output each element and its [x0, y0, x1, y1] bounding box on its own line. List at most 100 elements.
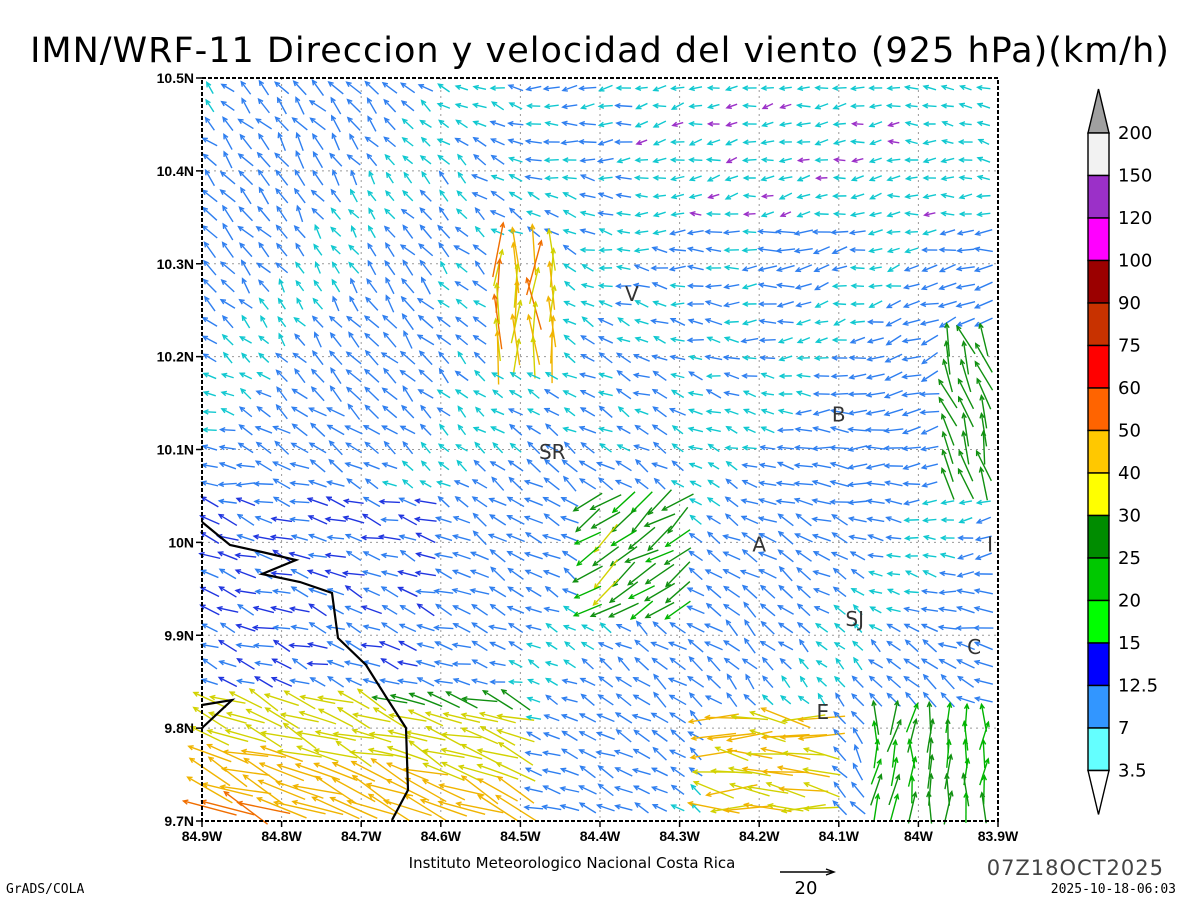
- wind-vector: [507, 84, 524, 92]
- wind-vector: [761, 694, 774, 706]
- wind-vector: [457, 171, 467, 184]
- wind-vector: [644, 549, 674, 563]
- wind-vector: [295, 279, 305, 292]
- wind-vector: [562, 209, 577, 219]
- wind-vector: [438, 170, 449, 185]
- wind-vector: [331, 777, 376, 803]
- colorbar-swatch: [1087, 259, 1110, 304]
- wind-vector: [507, 567, 524, 580]
- wind-vector: [401, 404, 415, 419]
- wind-vector: [489, 85, 505, 91]
- wind-vector: [560, 748, 579, 760]
- city-label: B: [832, 403, 846, 427]
- wind-vector: [238, 298, 253, 309]
- wind-vector: [192, 706, 227, 730]
- wind-vector: [510, 299, 523, 344]
- wind-vector: [650, 318, 669, 325]
- wind-vector: [664, 581, 691, 604]
- wind-vector: [275, 224, 288, 239]
- wind-vector: [326, 534, 345, 541]
- wind-vector: [757, 516, 777, 523]
- wind-vector: [389, 693, 426, 706]
- wind-vector: [472, 512, 487, 527]
- wind-vector: [438, 119, 450, 129]
- wind-vector: [248, 688, 279, 712]
- wind-vector: [615, 388, 632, 400]
- wind-vector: [471, 622, 488, 634]
- wind-vector: [869, 139, 882, 146]
- x-tick-label: 83.9W: [978, 828, 1019, 844]
- wind-vector: [260, 730, 303, 741]
- wind-vector: [597, 283, 613, 289]
- wind-vector: [313, 243, 323, 256]
- wind-vector: [257, 97, 270, 114]
- wind-vector: [743, 637, 756, 654]
- wind-vector: [710, 768, 753, 774]
- wind-vector: [579, 407, 596, 417]
- wind-vector: [615, 693, 632, 707]
- wind-vector: [832, 211, 846, 217]
- wind-vector: [219, 171, 236, 185]
- wind-vector: [890, 756, 899, 787]
- wind-vector: [849, 551, 866, 561]
- wind-vector: [850, 710, 865, 725]
- wind-vector: [331, 261, 340, 274]
- wind-vector: [307, 587, 327, 596]
- wind-vector: [350, 760, 393, 784]
- wind-vector: [219, 622, 236, 634]
- colorbar-bottom-arrow: [1087, 769, 1110, 815]
- wind-vector: [704, 354, 723, 361]
- wind-vector: [922, 570, 937, 578]
- wind-vector: [562, 475, 577, 492]
- wind-vector: [487, 624, 507, 631]
- wind-vector: [847, 445, 868, 452]
- wind-vector: [865, 391, 886, 398]
- wind-vector: [398, 623, 417, 633]
- wind-vector: [780, 695, 792, 705]
- wind-vector: [254, 660, 273, 667]
- wind-vector: [903, 675, 920, 688]
- wind-vector: [651, 804, 668, 812]
- wind-vector: [238, 336, 252, 344]
- wind-vector: [835, 692, 845, 707]
- wind-vector: [383, 440, 396, 455]
- wind-vector: [541, 533, 561, 542]
- wind-vector: [437, 154, 451, 165]
- wind-vector: [976, 102, 991, 109]
- wind-vector: [241, 97, 251, 114]
- wind-vector: [542, 569, 561, 578]
- wind-vector: [725, 156, 738, 164]
- wind-vector: [849, 265, 865, 271]
- wind-vector: [350, 225, 357, 238]
- wind-vector: [961, 719, 969, 751]
- wind-vector: [256, 372, 271, 380]
- wind-vector: [452, 515, 471, 524]
- wind-vector: [706, 515, 721, 525]
- wind-vector: [705, 426, 721, 433]
- colorbar-swatch: [1087, 727, 1110, 772]
- wind-vector: [578, 731, 597, 741]
- wind-vector: [492, 441, 504, 454]
- colorbar-swatch: [1087, 217, 1110, 262]
- wind-vector: [239, 133, 253, 150]
- wind-vector: [798, 638, 809, 653]
- wind-vector: [705, 389, 722, 399]
- wind-vector: [903, 589, 919, 595]
- wind-vector: [294, 168, 306, 187]
- wind-vector: [597, 336, 614, 344]
- wind-vector: [263, 693, 299, 707]
- wind-vector: [202, 409, 217, 415]
- wind-vector: [885, 103, 901, 109]
- wind-vector: [573, 531, 602, 545]
- wind-vector: [508, 174, 523, 182]
- wind-vector: [722, 551, 741, 561]
- wind-vector: [706, 85, 720, 91]
- wind-vector: [200, 678, 218, 686]
- wind-vector: [741, 157, 757, 163]
- wind-vector: [634, 229, 649, 236]
- wind-vector: [455, 119, 468, 129]
- wind-vector: [634, 424, 649, 435]
- wind-vector: [596, 713, 615, 723]
- wind-vector: [883, 408, 904, 417]
